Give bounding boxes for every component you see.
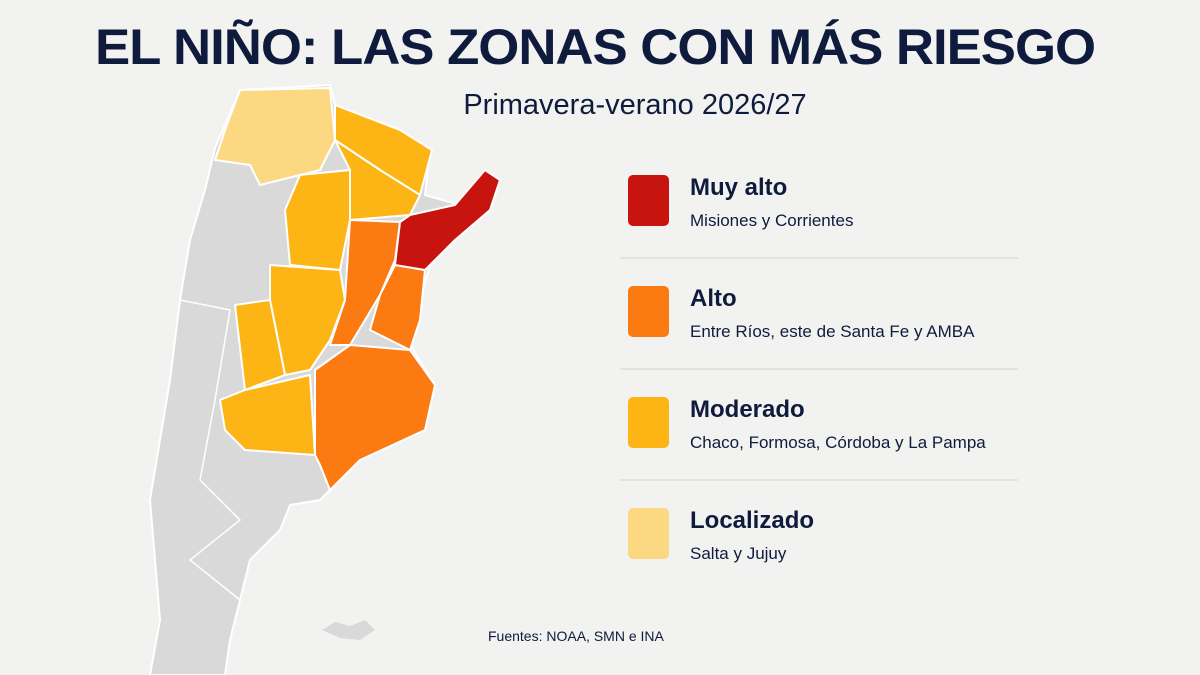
map (149, 84, 501, 675)
legend-swatch (628, 397, 669, 448)
legend-description: Misiones y Corrientes (690, 211, 853, 230)
province-border (179, 299, 242, 601)
province (214, 87, 336, 186)
source: Fuentes: NOAA, SMN e INA (488, 628, 664, 644)
legend: Muy alto Misiones y Corrientes Alto Entre R… (620, 174, 1018, 563)
legend-label: Alto (690, 285, 737, 312)
legend-description: Chaco, Formosa, Córdoba y La Pampa (690, 433, 986, 452)
legend-label: Muy alto (690, 174, 787, 201)
legend-swatch (628, 286, 669, 337)
islands (322, 620, 375, 640)
legend-swatch (628, 175, 669, 226)
province (394, 169, 501, 271)
province (234, 299, 286, 391)
province (314, 344, 436, 491)
legend-label: Localizado (690, 507, 814, 534)
legend-label: Moderado (690, 396, 805, 423)
title: EL NIÑO: LAS ZONAS CON MÁS RIESGO (95, 19, 1095, 75)
subtitle: Primavera-verano 2026/27 (463, 89, 806, 121)
legend-swatch (628, 508, 669, 559)
province (284, 169, 351, 271)
legend-description: Entre Ríos, este de Santa Fe y AMBA (690, 322, 975, 341)
legend-description: Salta y Jujuy (690, 544, 787, 563)
